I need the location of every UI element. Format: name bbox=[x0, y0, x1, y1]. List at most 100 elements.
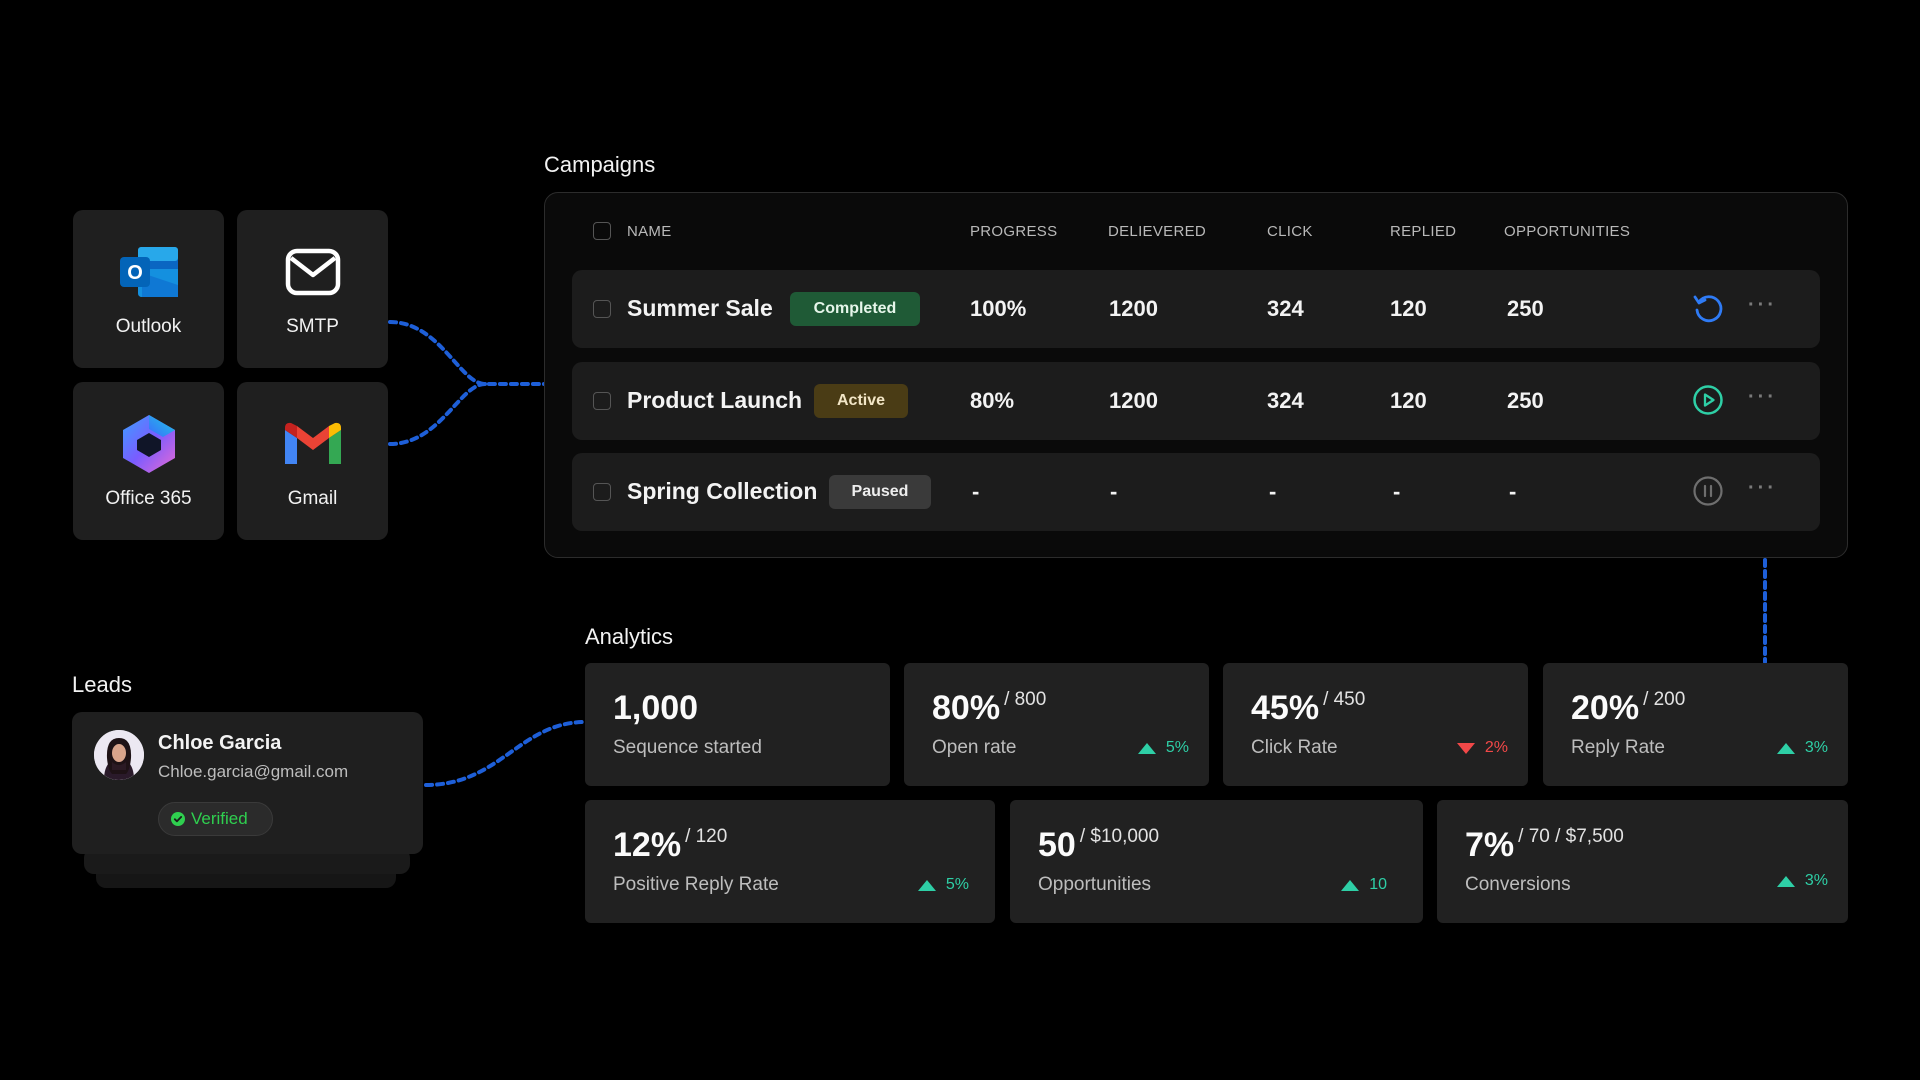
integration-smtp[interactable]: SMTP bbox=[237, 210, 388, 368]
delivered-value: - bbox=[1110, 479, 1118, 504]
column-header-opportunities[interactable]: OPPORTUNITIES bbox=[1504, 223, 1631, 240]
trend-value: 3% bbox=[1804, 872, 1828, 889]
column-header-click[interactable]: CLICK bbox=[1267, 223, 1313, 240]
trend-value: 5% bbox=[1165, 739, 1189, 756]
lead-name: Chloe Garcia bbox=[158, 732, 282, 754]
click-value: 324 bbox=[1267, 388, 1304, 413]
column-header-replied[interactable]: REPLIED bbox=[1390, 223, 1457, 240]
office365-icon bbox=[117, 412, 181, 476]
replied-value: - bbox=[1393, 479, 1401, 504]
integration-label: SMTP bbox=[286, 316, 339, 337]
trend-value: 3% bbox=[1804, 739, 1828, 756]
metric-total: / 450 bbox=[1323, 689, 1366, 710]
metric-total: / 200 bbox=[1643, 689, 1686, 710]
metric-card-positive-reply-rate: 12%/ 120 Positive Reply Rate 5% bbox=[585, 800, 995, 923]
metric-label: Conversions bbox=[1465, 874, 1571, 895]
delivered-value: 1200 bbox=[1109, 388, 1158, 413]
opportunities-value: 250 bbox=[1507, 296, 1544, 321]
gmail-icon bbox=[281, 412, 345, 476]
svg-text:O: O bbox=[127, 262, 143, 284]
more-options-icon[interactable]: ··· bbox=[1748, 477, 1777, 499]
trend-up-icon bbox=[917, 879, 936, 891]
integration-office365[interactable]: Office 365 bbox=[73, 382, 224, 540]
table-row[interactable] bbox=[572, 453, 1820, 531]
metric-value: 80% bbox=[932, 689, 1001, 727]
avatar bbox=[94, 730, 144, 780]
metric-card-conversions: 7%/ 70 / $7,500 Conversions 3% bbox=[1437, 800, 1848, 923]
metric-value: 45% bbox=[1251, 689, 1320, 727]
trend-value: 10 bbox=[1369, 876, 1387, 893]
metric-value: 50 bbox=[1038, 826, 1076, 864]
trend-indicator: 3% bbox=[1776, 739, 1828, 757]
campaign-name[interactable]: Product Launch bbox=[627, 387, 803, 413]
metric-total: / 70 / $7,500 bbox=[1518, 826, 1624, 847]
trend-up-icon bbox=[1137, 742, 1156, 754]
trend-indicator: 5% bbox=[1137, 739, 1189, 757]
integration-label: Gmail bbox=[287, 488, 338, 509]
trend-up-icon bbox=[1776, 875, 1795, 887]
more-options-icon[interactable]: ··· bbox=[1748, 386, 1777, 408]
trend-indicator: 2% bbox=[1456, 739, 1508, 757]
metric-value: 7% bbox=[1465, 826, 1515, 864]
metric-value: 20% bbox=[1571, 689, 1640, 727]
progress-value: - bbox=[972, 479, 980, 504]
leads-title: Leads bbox=[72, 672, 132, 697]
replied-value: 120 bbox=[1390, 388, 1427, 413]
trend-up-icon bbox=[1341, 879, 1360, 891]
row-checkbox[interactable] bbox=[593, 483, 611, 501]
column-header-delivered[interactable]: DELIEVERED bbox=[1108, 223, 1207, 240]
click-value: - bbox=[1269, 479, 1277, 504]
outlook-icon: O bbox=[117, 240, 181, 304]
column-header-name[interactable]: NAME bbox=[627, 223, 672, 240]
row-checkbox[interactable] bbox=[593, 392, 611, 410]
trend-indicator: 3% bbox=[1776, 872, 1828, 890]
campaign-name[interactable]: Summer Sale bbox=[627, 295, 773, 321]
metric-label: Reply Rate bbox=[1571, 737, 1665, 758]
click-value: 324 bbox=[1267, 296, 1304, 321]
trend-up-icon bbox=[1776, 742, 1795, 754]
metric-total: / $10,000 bbox=[1079, 826, 1160, 847]
replied-value: 120 bbox=[1390, 296, 1427, 321]
integration-label: Outlook bbox=[115, 316, 182, 337]
more-options-icon[interactable]: ··· bbox=[1748, 294, 1777, 316]
column-header-progress[interactable]: PROGRESS bbox=[970, 223, 1058, 240]
status-badge: Paused bbox=[829, 475, 931, 509]
metric-label: Open rate bbox=[932, 737, 1017, 758]
integration-outlook[interactable]: O Outlook bbox=[73, 210, 224, 368]
opportunities-value: - bbox=[1509, 479, 1517, 504]
play-icon[interactable] bbox=[1692, 384, 1724, 416]
lead-email: Chloe.garcia@gmail.com bbox=[158, 762, 349, 781]
trend-indicator: 10 bbox=[1341, 876, 1387, 894]
verified-label: Verified bbox=[191, 809, 248, 828]
row-checkbox[interactable] bbox=[593, 300, 611, 318]
metric-label: Click Rate bbox=[1251, 737, 1338, 758]
status-badge: Completed bbox=[790, 292, 920, 326]
metric-card-sequence-started: 1,000 Sequence started bbox=[585, 663, 890, 786]
verified-badge: Verified bbox=[158, 802, 273, 836]
integration-gmail[interactable]: Gmail bbox=[237, 382, 388, 540]
metric-card-click-rate: 45%/ 450 Click Rate 2% bbox=[1223, 663, 1528, 786]
select-all-checkbox[interactable] bbox=[593, 222, 611, 240]
trend-down-icon bbox=[1456, 742, 1475, 754]
trend-indicator: 5% bbox=[917, 876, 969, 894]
restart-icon[interactable] bbox=[1692, 292, 1724, 324]
metric-value: 1,000 bbox=[613, 689, 699, 727]
campaign-name[interactable]: Spring Collection bbox=[627, 478, 818, 504]
metric-label: Opportunities bbox=[1038, 874, 1152, 895]
status-badge: Active bbox=[814, 384, 908, 418]
opportunities-value: 250 bbox=[1507, 388, 1544, 413]
campaigns-title: Campaigns bbox=[544, 152, 656, 177]
trend-value: 5% bbox=[945, 876, 969, 893]
integration-label: Office 365 bbox=[105, 488, 192, 509]
metric-label: Sequence started bbox=[613, 737, 762, 758]
table-row[interactable] bbox=[572, 362, 1820, 440]
progress-value: 100% bbox=[970, 296, 1027, 321]
pause-icon[interactable] bbox=[1692, 475, 1724, 507]
trend-value: 2% bbox=[1484, 739, 1508, 756]
check-circle-icon bbox=[171, 812, 185, 826]
metric-total: / 800 bbox=[1004, 689, 1047, 710]
table-row[interactable] bbox=[572, 270, 1820, 348]
analytics-title: Analytics bbox=[585, 624, 674, 649]
metric-card-reply-rate: 20%/ 200 Reply Rate 3% bbox=[1543, 663, 1848, 786]
metric-card-open-rate: 80%/ 800 Open rate 5% bbox=[904, 663, 1209, 786]
